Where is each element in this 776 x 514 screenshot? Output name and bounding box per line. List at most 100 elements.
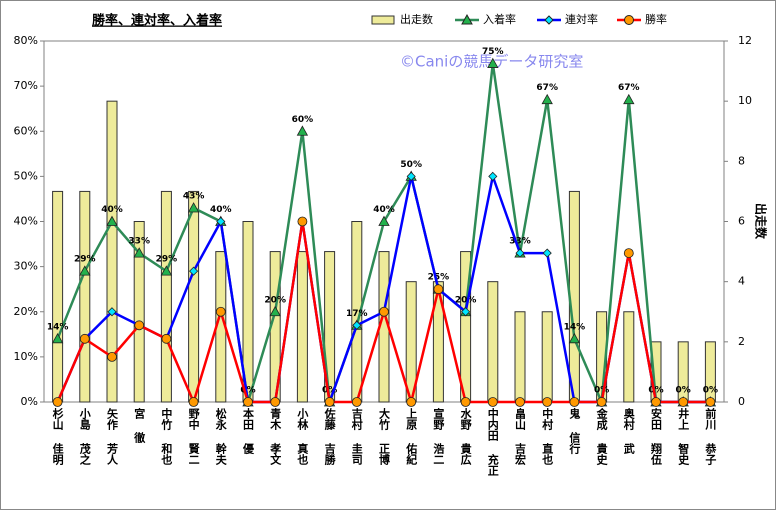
marker — [487, 397, 498, 407]
marker — [189, 266, 199, 276]
data-label: 0% — [676, 386, 691, 396]
y2-tick-label: 4 — [738, 275, 745, 288]
bar — [296, 251, 308, 403]
marker — [324, 397, 335, 407]
marker — [187, 202, 200, 213]
data-label: 14% — [47, 322, 69, 332]
bar — [160, 190, 172, 403]
x-tick-label: 井上 智史 — [677, 407, 690, 466]
legend-label: 連対率 — [565, 12, 598, 26]
marker — [52, 397, 63, 407]
marker — [188, 397, 199, 407]
y-tick-label: 80% — [14, 34, 38, 47]
x-tick-label: 矢作 芳人 — [106, 407, 119, 465]
marker — [216, 216, 226, 227]
legend-marker — [544, 15, 554, 25]
marker — [515, 397, 525, 407]
x-tick-label: 青木 孝文 — [269, 407, 283, 466]
marker — [705, 397, 716, 407]
bar — [514, 311, 526, 403]
data-label: 40% — [373, 205, 395, 215]
marker — [379, 306, 389, 317]
y2-tick-label: 6 — [738, 215, 745, 228]
x-tick-label: 安田 翔伍 — [650, 407, 664, 466]
bar — [79, 190, 91, 403]
x-tick-label: 中村 直也 — [541, 407, 554, 465]
marker — [488, 171, 498, 181]
legend-label: 出走数 — [400, 12, 433, 26]
y2-tick-label: 8 — [738, 154, 745, 167]
x-tick-label: 上原 佑紀 — [405, 407, 419, 466]
data-label: 0% — [648, 386, 663, 396]
data-label: 14% — [564, 322, 586, 332]
marker — [433, 284, 444, 295]
data-label: 60% — [292, 115, 314, 125]
y2-axis-label: 出走数 — [754, 203, 769, 240]
marker — [269, 305, 281, 317]
x-tick-label: 鬼 信行 — [568, 407, 582, 455]
bar — [568, 190, 580, 403]
x-tick-label: 小林 真也 — [296, 407, 310, 465]
bar — [52, 190, 64, 403]
data-label: 67% — [618, 83, 640, 93]
data-label: 25% — [428, 273, 450, 283]
x-tick-label: 松永 幹夫 — [214, 407, 228, 466]
marker — [51, 333, 64, 344]
x-tick-label: 畠山 吉宏 — [514, 407, 527, 466]
data-label: 20% — [455, 295, 477, 305]
marker — [487, 57, 499, 68]
x-tick-label: 吉村 圭司 — [350, 407, 363, 466]
marker — [351, 397, 362, 407]
data-label: 43% — [183, 191, 205, 201]
x-tick-label: 金成 貴史 — [595, 407, 609, 466]
x-tick-label: 宣野 浩二 — [432, 407, 445, 465]
marker — [133, 247, 145, 258]
x-tick-label: 水野 貴広 — [459, 407, 472, 466]
y-tick-label: 50% — [14, 169, 38, 182]
marker — [296, 125, 309, 136]
marker — [623, 93, 635, 105]
x-tick-label: 前川 恭子 — [704, 407, 718, 466]
marker — [515, 248, 525, 258]
bar — [188, 190, 200, 403]
marker — [568, 333, 581, 344]
x-tick-label: 佐藤 吉勝 — [323, 407, 337, 466]
marker — [106, 215, 118, 226]
marker — [79, 333, 90, 344]
marker — [79, 265, 91, 276]
marker — [541, 93, 553, 105]
marker — [542, 248, 552, 258]
x-tick-label: 中竹 和也 — [160, 407, 174, 465]
marker — [107, 351, 117, 362]
data-label: 67% — [536, 83, 558, 93]
marker — [352, 320, 362, 330]
data-label: 40% — [210, 205, 232, 215]
data-label: 75% — [482, 47, 504, 57]
x-tick-label: 中内田 充正 — [486, 407, 499, 477]
legend-marker — [461, 13, 473, 25]
data-label: 17% — [346, 309, 368, 319]
marker — [107, 307, 117, 317]
y-tick-label: 60% — [14, 124, 38, 137]
legend-marker — [624, 15, 634, 25]
x-tick-label: 大竹 正博 — [378, 407, 392, 466]
y-tick-label: 40% — [14, 215, 38, 228]
bar — [623, 311, 635, 403]
x-tick-label: 小島 茂之 — [78, 407, 92, 466]
y-tick-label: 70% — [14, 79, 38, 92]
data-label: 50% — [400, 160, 422, 170]
legend-label: 勝率 — [645, 12, 667, 26]
x-tick-label: 本田 優 — [242, 407, 256, 455]
data-label: 0% — [240, 386, 255, 396]
marker — [160, 265, 173, 276]
marker — [215, 306, 226, 317]
x-tick-label: 宮 徹 — [133, 407, 147, 444]
marker — [243, 397, 253, 407]
data-label: 0% — [322, 386, 337, 396]
legend-label: 入着率 — [483, 12, 516, 26]
marker — [297, 216, 308, 227]
marker — [406, 171, 416, 181]
data-label: 33% — [509, 237, 531, 247]
marker — [134, 320, 145, 331]
